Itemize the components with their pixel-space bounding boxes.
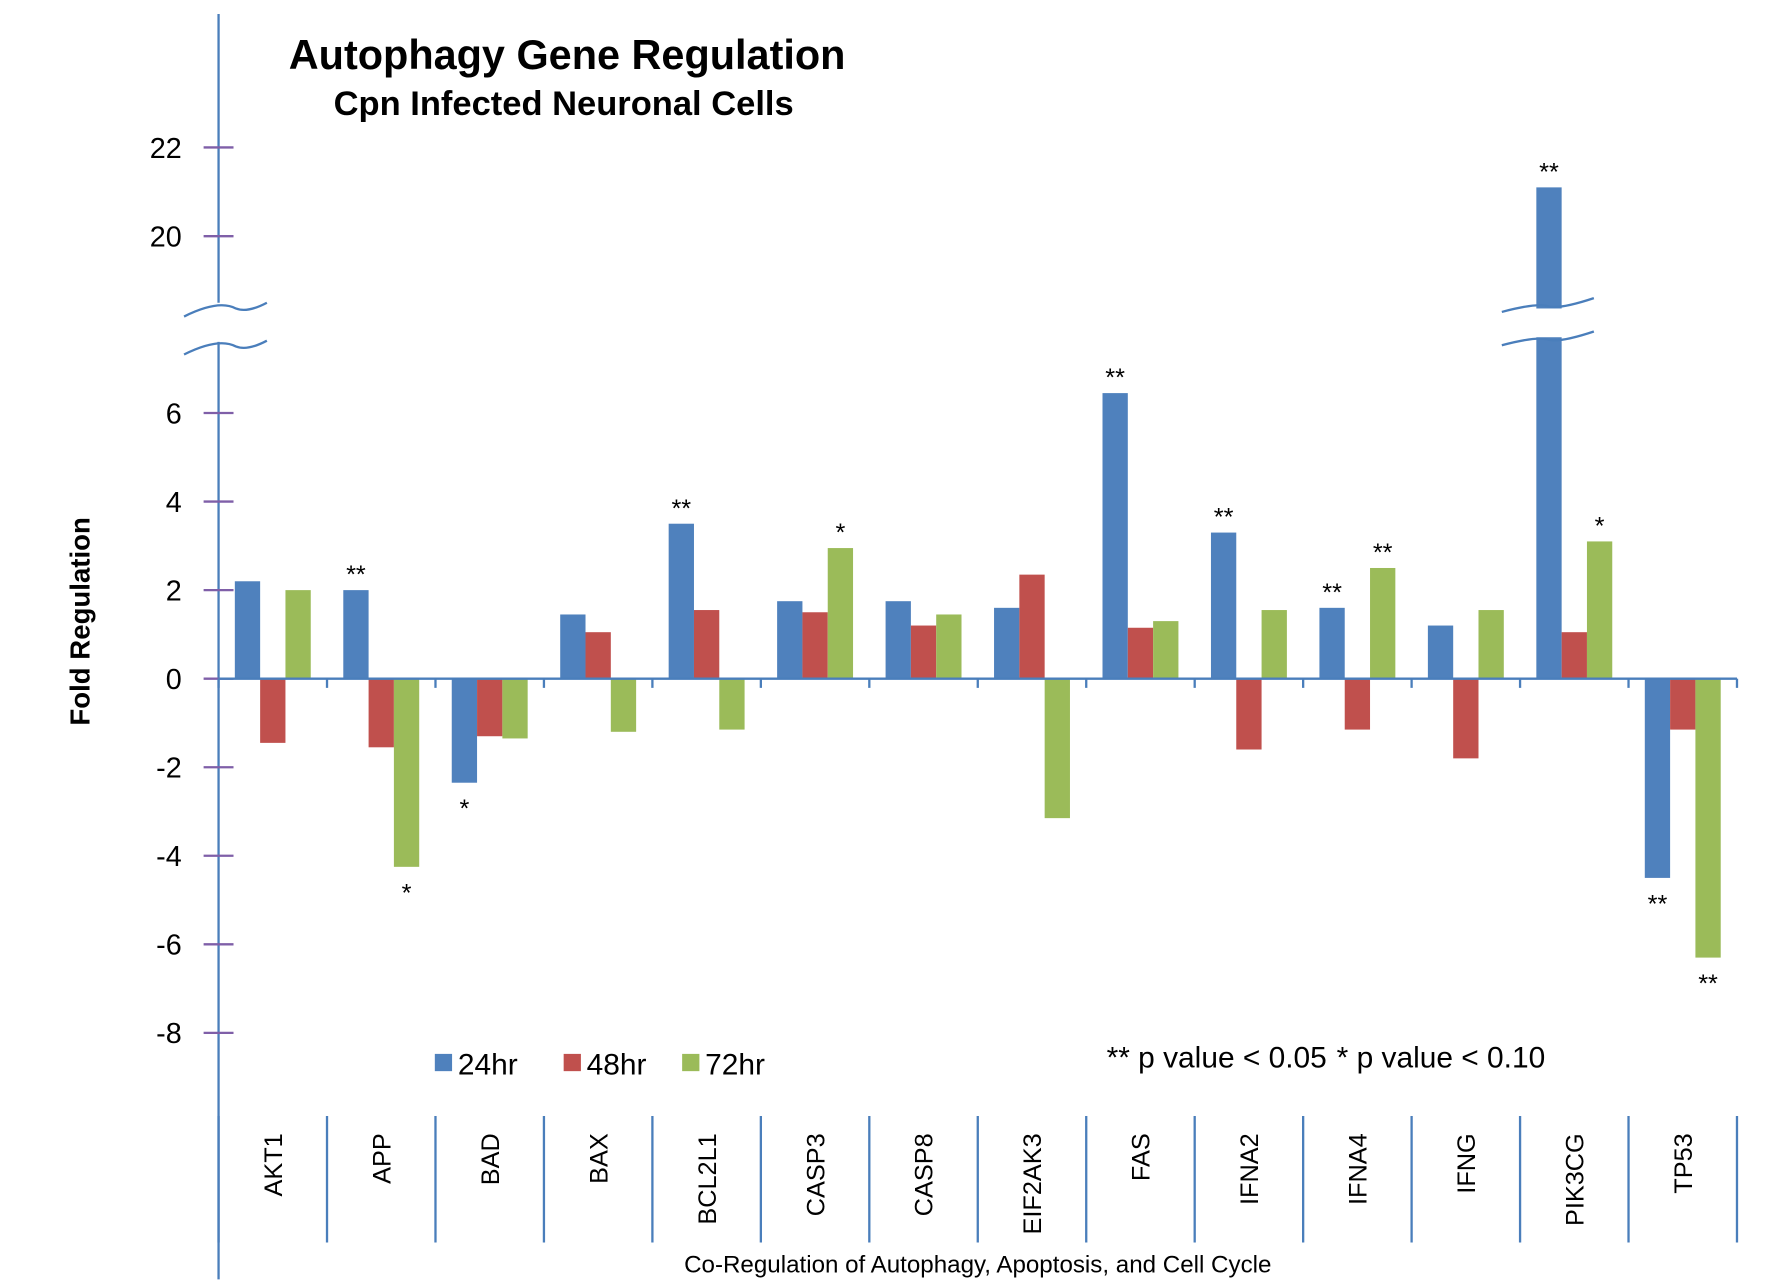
bar-break — [1501, 330, 1595, 347]
x-tick-label: AKT1 — [260, 1133, 288, 1196]
x-tick-label: TP53 — [1670, 1133, 1698, 1193]
axis-break — [183, 301, 268, 318]
legend-swatch — [434, 1053, 453, 1072]
bar — [802, 612, 828, 679]
bar — [1210, 532, 1237, 679]
bar — [451, 678, 478, 783]
significance-label: ** — [1373, 539, 1393, 567]
x-tick-label: APP — [368, 1133, 396, 1184]
legend-label: 72hr — [705, 1049, 765, 1082]
bar — [1261, 610, 1287, 679]
bar — [777, 601, 803, 679]
bar — [1453, 678, 1479, 759]
bar-gap — [1535, 309, 1563, 337]
bar — [1536, 187, 1562, 309]
x-axis-label: Co-Regulation of Autophagy, Apoptosis, a… — [684, 1251, 1271, 1278]
y-tick-label: 2 — [166, 575, 182, 607]
bar — [502, 678, 528, 739]
bar — [719, 678, 745, 730]
y-tick-label: -4 — [156, 841, 182, 873]
bar — [668, 523, 694, 679]
bar — [1670, 678, 1696, 730]
bar — [885, 601, 911, 679]
significance-label: ** — [1322, 579, 1342, 607]
x-tick-label: IFNA2 — [1236, 1133, 1264, 1205]
y-tick-label: 22 — [150, 133, 182, 165]
significance-label: ** — [1539, 158, 1559, 186]
bar — [1427, 625, 1454, 679]
legend-swatch — [563, 1053, 581, 1072]
x-tick-label: IFNG — [1453, 1133, 1481, 1193]
significance-label: * — [459, 795, 469, 823]
legend-label: 48hr — [587, 1049, 647, 1082]
bar — [1236, 678, 1262, 750]
significance-label: ** — [671, 495, 691, 523]
chart-title: Autophagy Gene Regulation — [289, 32, 846, 78]
y-tick-label: -8 — [156, 1018, 182, 1050]
significance-label: ** — [1698, 970, 1718, 998]
bar — [343, 590, 369, 679]
bar — [693, 610, 720, 679]
bar — [560, 614, 586, 679]
bar — [368, 678, 394, 748]
bar — [585, 632, 611, 679]
bar — [1153, 621, 1179, 679]
bar — [1478, 610, 1504, 679]
bar — [1344, 678, 1371, 730]
bar — [1561, 632, 1587, 679]
significance-label: * — [402, 879, 412, 907]
bar — [827, 548, 854, 679]
bar — [910, 625, 937, 679]
bar-break — [1501, 297, 1595, 314]
x-tick-label: BCL2L1 — [694, 1133, 722, 1224]
significance-label: ** — [346, 561, 366, 589]
bar — [1586, 541, 1613, 679]
y-tick-label: -6 — [156, 930, 182, 962]
bar — [1370, 567, 1396, 679]
bar — [1695, 678, 1721, 958]
bar — [1644, 678, 1671, 878]
legend-swatch — [682, 1053, 700, 1072]
note: ** p value < 0.05 — [1107, 1042, 1327, 1075]
bar — [1102, 393, 1128, 679]
x-tick-label: CASP8 — [911, 1133, 939, 1216]
bar — [1127, 627, 1154, 679]
legend-label: 24hr — [458, 1049, 518, 1082]
bar — [393, 678, 420, 867]
axis-break — [183, 339, 268, 356]
bar — [260, 678, 286, 743]
bar — [477, 678, 503, 737]
bar — [1319, 607, 1345, 679]
bar — [994, 607, 1020, 679]
note: * p value < 0.10 — [1337, 1042, 1546, 1075]
x-tick-label: IFNA4 — [1345, 1133, 1373, 1205]
significance-label: * — [835, 519, 845, 547]
significance-label: ** — [1214, 504, 1234, 532]
bar — [1019, 574, 1045, 679]
x-tick-label: BAD — [477, 1133, 505, 1185]
bar — [936, 614, 962, 679]
y-tick-label: 4 — [166, 487, 182, 519]
y-tick-label: 6 — [166, 398, 182, 430]
bar — [285, 590, 311, 679]
significance-label: ** — [1648, 890, 1668, 918]
x-tick-label: FAS — [1128, 1133, 1156, 1181]
bar — [610, 678, 637, 732]
significance-label: * — [1595, 513, 1605, 541]
x-tick-label: EIF2AK3 — [1019, 1133, 1047, 1234]
chart-subtitle: Cpn Infected Neuronal Cells — [334, 85, 794, 123]
bar — [234, 581, 261, 679]
significance-label: ** — [1105, 364, 1125, 392]
y-tick-label: 20 — [150, 222, 182, 254]
y-tick-label: -2 — [156, 753, 182, 785]
x-tick-label: CASP3 — [802, 1133, 830, 1216]
x-tick-label: BAX — [585, 1133, 613, 1184]
x-tick-label: PIK3CG — [1562, 1133, 1590, 1226]
bar — [1044, 678, 1070, 819]
y-tick-label: 0 — [166, 664, 182, 696]
y-axis-label: Fold Regulation — [65, 517, 96, 725]
bar — [1536, 337, 1562, 679]
